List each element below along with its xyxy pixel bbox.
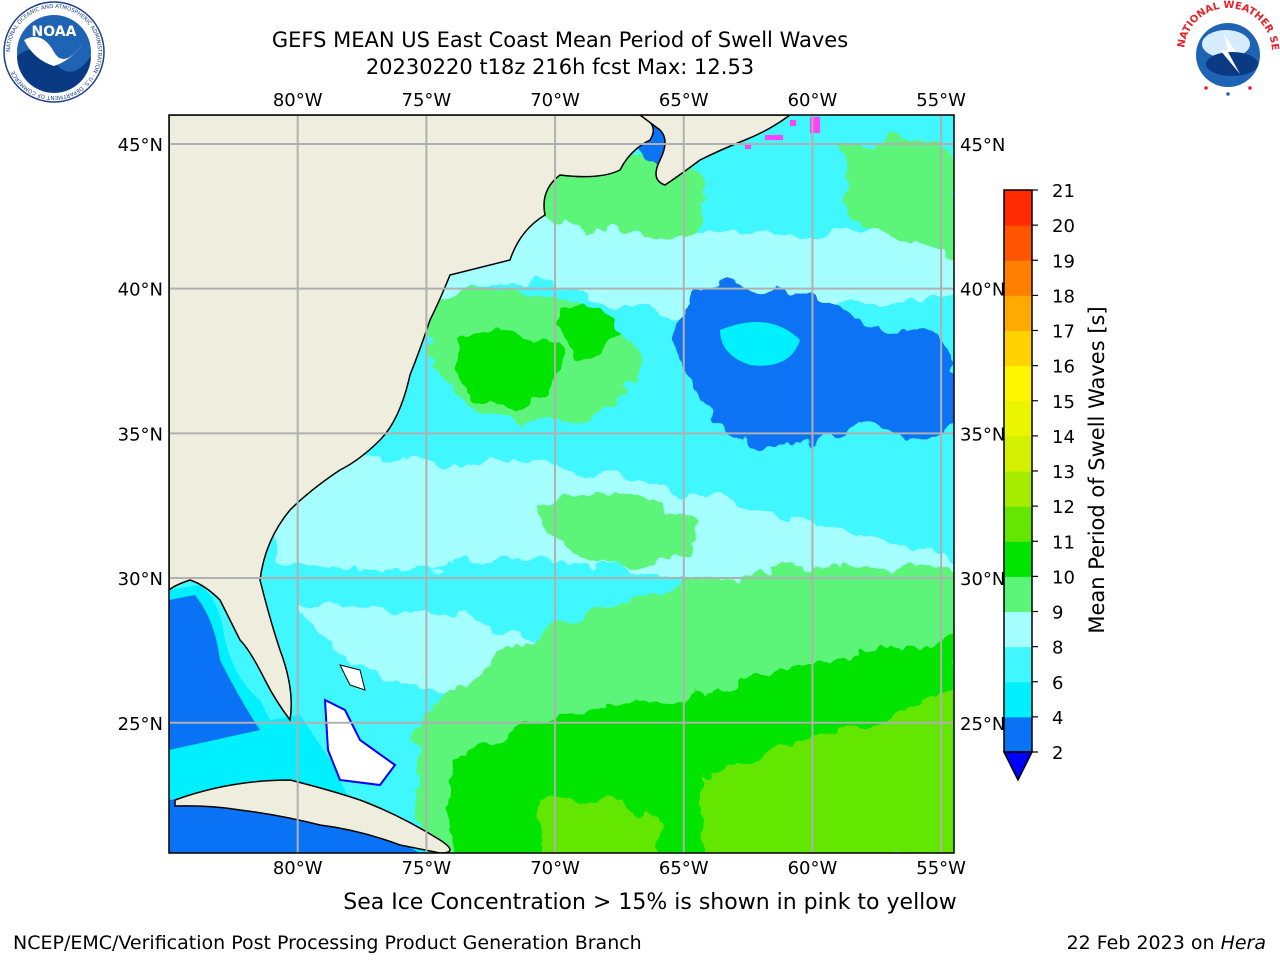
- colorbar-tick-label: 2: [1052, 743, 1063, 764]
- colorbar-swatch: [1004, 400, 1032, 437]
- lon-label-top: 60°W: [788, 90, 838, 111]
- colorbar-tick-label: 9: [1052, 603, 1063, 624]
- colorbar-tick-label: 21: [1052, 181, 1075, 202]
- lon-label-bottom: 75°W: [402, 858, 452, 879]
- lat-label-left: 40°N: [118, 280, 163, 301]
- colorbar-tick-label: 17: [1052, 322, 1075, 343]
- colorbar-swatch: [1004, 716, 1032, 753]
- colorbar-swatch: [1004, 576, 1032, 612]
- nws-logo: NATIONAL WEATHER SERVICE: [1176, 0, 1280, 102]
- cyan-pocket: [720, 322, 800, 366]
- lon-labels-bottom: 80°W 75°W 70°W 65°W 60°W 55°W: [273, 858, 966, 879]
- lon-label-top: 65°W: [659, 90, 709, 111]
- lat-label-right: 40°N: [960, 280, 1005, 301]
- cuba-land: [174, 779, 451, 853]
- lon-label-bottom: 80°W: [273, 858, 323, 879]
- lat-label-left: 30°N: [118, 569, 163, 590]
- colorbar-swatch: [1004, 646, 1032, 683]
- colorbar: 2 4 6 8 9 10 11 12 13 14 15 16 17 18 19 20 21: [1002, 181, 1075, 782]
- lat-label-right: 45°N: [960, 135, 1005, 156]
- lon-labels-top: 80°W 75°W 70°W 65°W 60°W 55°W: [273, 90, 966, 111]
- colorbar-tick-label: 8: [1052, 638, 1063, 659]
- colorbar-tick-label: 16: [1052, 357, 1075, 378]
- colorbar-tick-label: 11: [1052, 532, 1075, 553]
- noaa-logo: NATIONAL OCEANIC AND ATMOSPHERIC ADMINIS…: [3, 1, 105, 103]
- bahamas-shelf: [323, 698, 397, 787]
- lon-label-bottom: 60°W: [788, 858, 838, 879]
- sea-ice-note: Sea Ice Concentration > 15% is shown in …: [343, 890, 957, 915]
- colorbar-swatch: [1004, 471, 1032, 507]
- colorbar-tick-label: 18: [1052, 286, 1075, 307]
- colorbar-swatch: [1004, 225, 1032, 261]
- lat-label-right: 25°N: [960, 714, 1005, 735]
- lon-label-bottom: 65°W: [659, 858, 709, 879]
- colorbar-tick-label: 10: [1052, 567, 1075, 588]
- colorbar-tick-label: 6: [1052, 673, 1063, 694]
- nova-scotia-land: [638, 115, 792, 186]
- chart-title: GEFS MEAN US East Coast Mean Period of S…: [271, 28, 849, 52]
- colorbar-tick-label: 20: [1052, 216, 1075, 237]
- footer-date-text: 22 Feb 2023 on: [1066, 932, 1221, 954]
- colorbar-tick-label: 19: [1052, 251, 1075, 272]
- lon-label-bottom: 55°W: [916, 858, 966, 879]
- lon-label-top: 70°W: [530, 90, 580, 111]
- colorbar-swatch: [1004, 681, 1032, 718]
- colorbar-swatch: [1004, 611, 1032, 648]
- lon-label-top: 55°W: [916, 90, 966, 111]
- lat-label-left: 25°N: [118, 714, 163, 735]
- colorbar-swatch: [1004, 295, 1032, 331]
- lon-label-top: 80°W: [273, 90, 323, 111]
- north-america-land: [169, 115, 655, 722]
- lat-label-right: 30°N: [960, 569, 1005, 590]
- colorbar-tick-label: 14: [1052, 427, 1075, 448]
- colorbar-tick-label: 15: [1052, 392, 1075, 413]
- colorbar-swatch: [1004, 435, 1032, 472]
- graticule: [169, 115, 954, 853]
- footer-credit: NCEP/EMC/Verification Post Processing Pr…: [13, 932, 642, 954]
- lat-label-left: 35°N: [118, 424, 163, 445]
- colorbar-swatch: [1004, 260, 1032, 296]
- lat-label-left: 45°N: [118, 135, 163, 156]
- sea-ice-marker: [790, 120, 796, 126]
- colorbar-tick-label: 4: [1052, 708, 1063, 729]
- noaa-logo-text: NOAA: [32, 24, 77, 40]
- chart-subtitle: 20230220 t18z 216h fcst Max: 12.53: [365, 55, 755, 79]
- lon-label-bottom: 70°W: [530, 858, 580, 879]
- colorbar-tick-label: 12: [1052, 497, 1075, 518]
- colorbar-swatch: [1004, 190, 1032, 226]
- colorbar-under-arrow: [1002, 751, 1034, 782]
- footer-machine: Hera: [1220, 932, 1266, 954]
- colorbar-swatch: [1004, 365, 1032, 402]
- colorbar-swatch: [1004, 541, 1032, 577]
- map-area: [169, 115, 954, 853]
- lat-labels-left: 45°N 40°N 35°N 30°N 25°N: [118, 135, 163, 735]
- lat-labels-right: 45°N 40°N 35°N 30°N 25°N: [960, 135, 1005, 735]
- colorbar-swatch: [1004, 330, 1032, 367]
- lon-label-top: 75°W: [402, 90, 452, 111]
- lat-label-right: 35°N: [960, 424, 1005, 445]
- colorbar-tick-label: 13: [1052, 462, 1075, 483]
- colorbar-label: Mean Period of Swell Waves [s]: [1085, 306, 1109, 634]
- footer-date: 22 Feb 2023 on Hera: [1067, 932, 1266, 954]
- colorbar-swatch: [1004, 506, 1032, 542]
- map-frame: [168, 114, 955, 854]
